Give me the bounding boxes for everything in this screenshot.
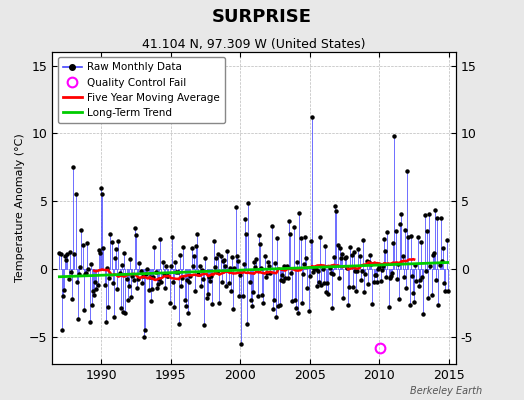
Title: 41.104 N, 97.309 W (United States): 41.104 N, 97.309 W (United States): [143, 38, 366, 51]
Text: SURPRISE: SURPRISE: [212, 8, 312, 26]
Legend: Raw Monthly Data, Quality Control Fail, Five Year Moving Average, Long-Term Tren: Raw Monthly Data, Quality Control Fail, …: [58, 57, 225, 123]
Y-axis label: Temperature Anomaly (°C): Temperature Anomaly (°C): [15, 134, 25, 282]
Text: Berkeley Earth: Berkeley Earth: [410, 386, 482, 396]
